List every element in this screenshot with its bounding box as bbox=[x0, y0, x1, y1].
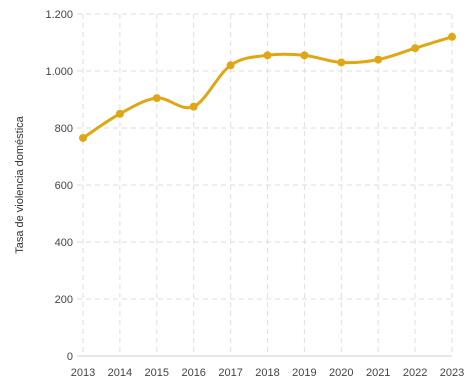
y-axis-title: Tasa de violencia doméstica bbox=[14, 115, 26, 253]
x-tick-label: 2017 bbox=[218, 367, 242, 379]
x-tick-label: 2018 bbox=[255, 367, 279, 379]
x-tick-label: 2020 bbox=[329, 367, 353, 379]
y-tick-label: 200 bbox=[55, 294, 73, 306]
data-point bbox=[411, 44, 420, 53]
data-point bbox=[79, 133, 87, 142]
data-point bbox=[448, 32, 456, 41]
data-point bbox=[226, 61, 235, 70]
y-axis-ticks: 0 200 400 600 800 1.000 1.200 bbox=[45, 9, 73, 363]
x-axis-ticks: 2013 2014 2015 2016 2017 2018 2019 2020 2021 2022… bbox=[71, 367, 464, 379]
y-tick-label: 1.000 bbox=[45, 66, 73, 78]
y-tick-label: 1.200 bbox=[45, 9, 73, 21]
x-tick-label: 2015 bbox=[145, 367, 169, 379]
data-point bbox=[263, 51, 272, 60]
x-tick-label: 2016 bbox=[181, 367, 205, 379]
y-tick-label: 800 bbox=[55, 123, 73, 135]
data-point bbox=[115, 109, 124, 118]
data-point bbox=[189, 102, 198, 111]
x-tick-label: 2019 bbox=[292, 367, 316, 379]
y-tick-label: 400 bbox=[55, 237, 73, 249]
y-tick-label: 0 bbox=[67, 351, 73, 363]
grid bbox=[77, 13, 453, 357]
data-point bbox=[300, 51, 309, 60]
x-tick-label: 2013 bbox=[71, 367, 95, 379]
x-tick-label: 2023 bbox=[440, 367, 464, 379]
x-tick-label: 2014 bbox=[108, 367, 132, 379]
y-tick-label: 600 bbox=[55, 180, 73, 192]
series-group bbox=[79, 32, 456, 142]
x-tick-label: 2021 bbox=[366, 367, 390, 379]
data-point bbox=[152, 94, 161, 103]
data-point bbox=[374, 55, 383, 64]
x-tick-label: 2022 bbox=[403, 367, 427, 379]
data-point bbox=[337, 58, 346, 67]
